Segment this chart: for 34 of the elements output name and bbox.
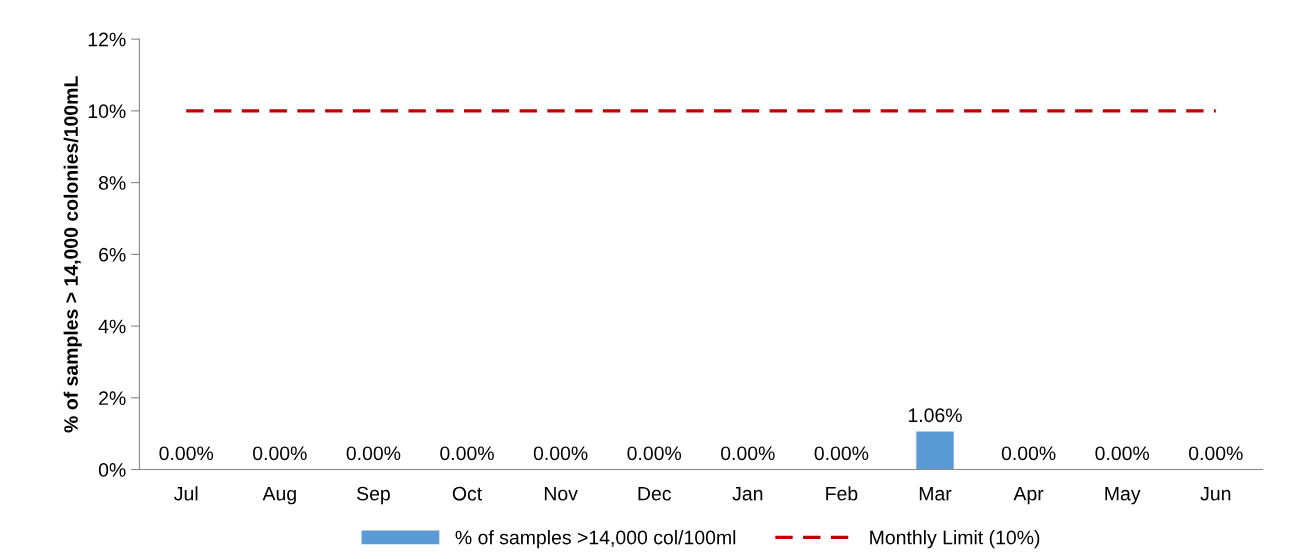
x-tick-label: Sep: [357, 486, 390, 505]
data-label: 0.00%: [814, 446, 869, 461]
x-tick-label: Nov: [544, 486, 578, 501]
y-tick-label: 12%: [88, 32, 126, 47]
data-label: 0.00%: [1095, 446, 1150, 461]
data-label: 0.00%: [440, 446, 494, 461]
data-label: 0.00%: [253, 446, 307, 461]
x-tick-label: Mar: [919, 486, 952, 501]
legend-label: Monthly Limit (10%): [870, 530, 1040, 549]
data-label: 0.00%: [627, 446, 682, 461]
x-tick-label: Jun: [1200, 486, 1231, 501]
data-label: 1.06%: [908, 408, 962, 423]
legend-label: % of samples >14,000 col/100ml: [455, 530, 736, 549]
x-tick-label: May: [1105, 486, 1141, 505]
data-label: 0.00%: [533, 446, 588, 461]
y-tick-label: 0%: [98, 463, 126, 477]
y-tick-label: 10%: [88, 104, 126, 119]
x-tick-label: Jan: [732, 486, 763, 501]
data-label: 0.00%: [346, 446, 401, 461]
x-tick-label: Aug: [262, 486, 296, 505]
y-tick-label: 8%: [98, 176, 126, 190]
x-tick-label: Oct: [452, 486, 482, 501]
x-tick-label: Feb: [826, 486, 858, 501]
y-tick-label: 4%: [98, 319, 126, 334]
data-label: 0.00%: [721, 446, 775, 461]
y-tick-label: 6%: [99, 247, 126, 262]
y-tick-label: 2%: [99, 391, 126, 405]
x-tick-label: Apr: [1013, 486, 1044, 505]
y-axis-title: % of samples > 14,000 colonies/100mL: [63, 76, 82, 433]
x-tick-label: Dec: [638, 486, 671, 501]
data-label: 0.00%: [1001, 446, 1056, 461]
x-tick-label: Jul: [174, 486, 198, 501]
data-label: 0.00%: [159, 446, 214, 461]
data-label: 0.00%: [1188, 446, 1243, 461]
